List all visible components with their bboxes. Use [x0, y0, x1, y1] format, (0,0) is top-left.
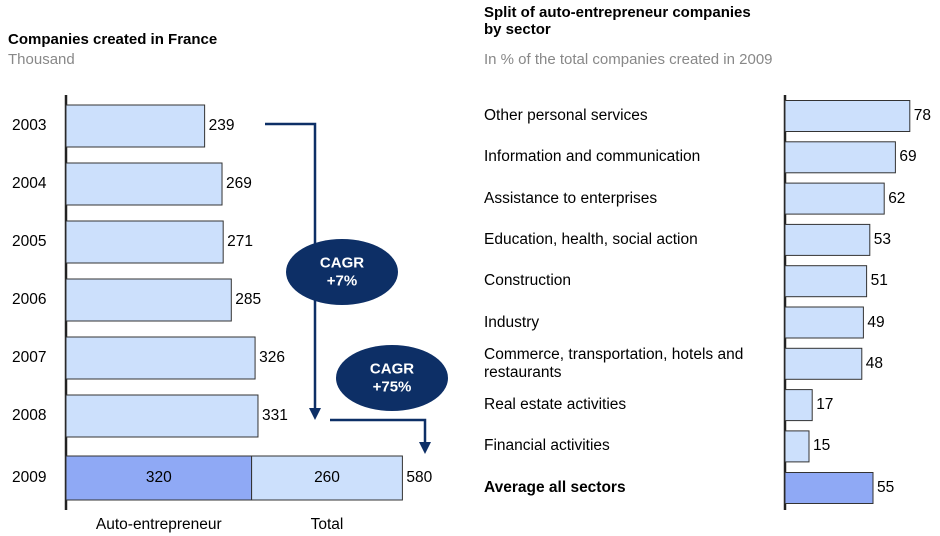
category-label: Information and communication [484, 148, 701, 166]
y-tick-label: 2007 [12, 349, 47, 367]
chart-subtitle: In % of the total companies created in 2… [484, 51, 773, 68]
y-tick-label: 2008 [12, 407, 47, 425]
annotation: CAGR [369, 360, 415, 378]
bar-label: 51 [870, 272, 888, 290]
arrowhead [419, 442, 431, 454]
arrow [265, 122, 317, 410]
bar [784, 100, 911, 132]
bar-label: 269 [226, 175, 252, 193]
category-label: Commerce, transportation, hotels and res… [484, 345, 744, 381]
bar-label: 15 [813, 437, 831, 455]
y-tick-label: 2006 [12, 291, 47, 309]
category-label: Real estate activities [484, 396, 627, 414]
category-label: Assistance to enterprises [484, 189, 658, 207]
bar [784, 430, 810, 463]
bar [65, 220, 224, 264]
bar-label: 320 [145, 469, 172, 487]
legend-label: Auto-entrepreneur [95, 516, 222, 534]
annotation: +75% [372, 378, 412, 396]
bar [784, 265, 868, 298]
arrow [330, 418, 427, 444]
bar-label: 62 [888, 189, 906, 207]
bar [65, 278, 232, 322]
bar [784, 182, 885, 215]
bar [784, 306, 864, 339]
bar-label: 326 [259, 349, 285, 367]
category-label: Average all sectors [484, 479, 626, 497]
bar-label: 260 [314, 469, 340, 487]
cagr-bubble [336, 345, 448, 411]
bar-label: 53 [873, 230, 892, 248]
bar-label: 69 [899, 148, 917, 166]
bar [65, 394, 259, 438]
bar-label: 55 [877, 479, 895, 497]
bar [65, 104, 206, 148]
bar-label: 48 [865, 354, 884, 372]
category-label: Construction [484, 272, 572, 290]
bar [784, 223, 871, 256]
category-label: Financial activities [484, 437, 610, 455]
y-tick-label: 2009 [12, 469, 47, 487]
annotation: CAGR [319, 254, 365, 272]
annotation: +7% [326, 272, 358, 290]
bar [784, 472, 874, 504]
bar [784, 141, 896, 174]
category-label: Other personal services [484, 107, 648, 125]
chart-subtitle: Thousand [8, 51, 75, 68]
y-tick-label: 2003 [12, 117, 47, 135]
bar [65, 455, 253, 501]
chart-title: Split of auto-entrepreneur companies by … [484, 4, 751, 39]
chart-title: Companies created in France [8, 31, 218, 48]
bar [65, 336, 256, 380]
bar-label: 78 [913, 107, 932, 125]
arrowhead [309, 408, 321, 420]
category-label: Education, health, social action [484, 230, 698, 248]
bar [251, 455, 403, 501]
bar-label: 271 [227, 233, 254, 251]
y-tick-label: 2005 [12, 233, 47, 251]
cagr-bubble [286, 239, 398, 305]
arrows [265, 122, 431, 454]
bar [784, 347, 863, 380]
bar-label: 49 [867, 313, 885, 331]
bar-label: 285 [235, 291, 262, 309]
category-label: Industry [484, 313, 540, 331]
y-tick-label: 2004 [12, 175, 47, 193]
bar-label: 17 [816, 396, 834, 414]
legend-label: Total [310, 516, 344, 534]
bar [65, 162, 223, 206]
total-label: 580 [406, 469, 433, 487]
bar [784, 389, 813, 422]
bar-label: 331 [261, 407, 288, 425]
bar-label: 239 [208, 117, 235, 135]
